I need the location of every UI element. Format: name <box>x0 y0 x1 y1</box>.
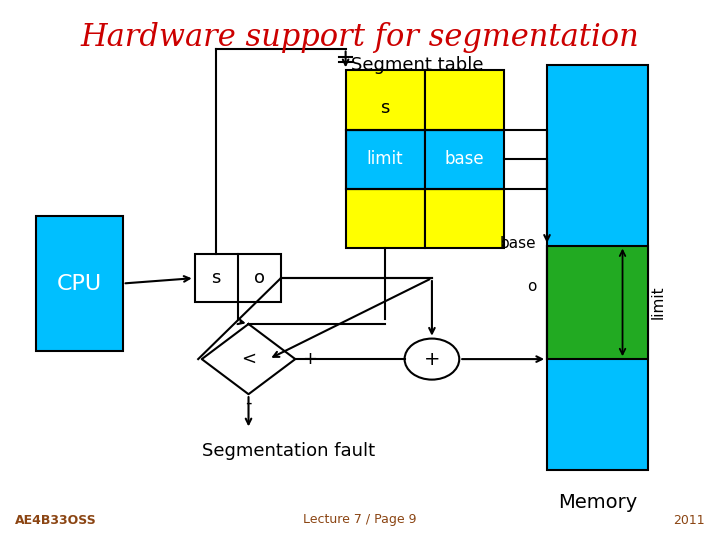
Bar <box>547 65 648 470</box>
Text: Hardware support for segmentation: Hardware support for segmentation <box>81 22 639 53</box>
Text: o: o <box>254 269 265 287</box>
Text: Segmentation fault: Segmentation fault <box>202 442 375 460</box>
Bar <box>547 246 648 359</box>
Bar <box>194 254 281 302</box>
Text: <: < <box>241 350 256 368</box>
Bar <box>346 130 547 189</box>
Bar <box>346 130 425 189</box>
Text: s: s <box>212 269 221 287</box>
Text: -: - <box>246 393 252 411</box>
Bar <box>346 189 425 248</box>
Bar <box>36 216 122 351</box>
Text: +: + <box>423 349 440 369</box>
Text: Lecture 7 / Page 9: Lecture 7 / Page 9 <box>303 514 417 526</box>
Text: o: o <box>527 279 536 294</box>
Text: base: base <box>444 150 484 168</box>
Text: limit: limit <box>367 150 403 168</box>
Text: 2011: 2011 <box>674 514 706 526</box>
Bar <box>425 130 504 189</box>
Text: Memory: Memory <box>558 492 637 512</box>
Bar <box>346 70 425 130</box>
Text: +: + <box>302 350 317 368</box>
Bar <box>425 189 504 248</box>
Text: base: base <box>500 235 536 251</box>
Text: AE4B33OSS: AE4B33OSS <box>14 514 96 526</box>
Text: limit: limit <box>651 286 666 319</box>
Text: Segment table: Segment table <box>351 56 484 74</box>
Text: CPU: CPU <box>57 273 102 294</box>
Text: s: s <box>380 99 390 117</box>
Bar <box>425 70 504 130</box>
